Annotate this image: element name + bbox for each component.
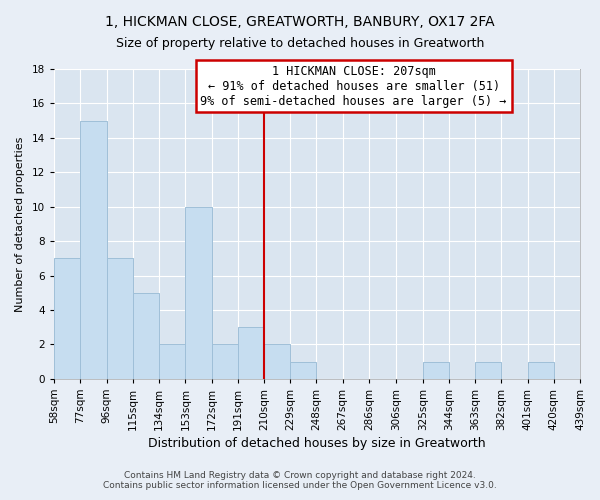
Y-axis label: Number of detached properties: Number of detached properties: [15, 136, 25, 312]
Bar: [54, 258, 80, 379]
Bar: [290, 362, 316, 379]
Text: Size of property relative to detached houses in Greatworth: Size of property relative to detached ho…: [116, 38, 484, 51]
Bar: [422, 362, 449, 379]
Bar: [107, 258, 133, 379]
Bar: [185, 206, 212, 379]
Bar: [212, 344, 238, 379]
Bar: [238, 328, 264, 379]
Bar: [527, 362, 554, 379]
Bar: [264, 344, 290, 379]
Text: 1, HICKMAN CLOSE, GREATWORTH, BANBURY, OX17 2FA: 1, HICKMAN CLOSE, GREATWORTH, BANBURY, O…: [105, 15, 495, 29]
Bar: [80, 120, 107, 379]
Bar: [475, 362, 502, 379]
X-axis label: Distribution of detached houses by size in Greatworth: Distribution of detached houses by size …: [148, 437, 486, 450]
Text: 1 HICKMAN CLOSE: 207sqm
← 91% of detached houses are smaller (51)
9% of semi-det: 1 HICKMAN CLOSE: 207sqm ← 91% of detache…: [200, 64, 507, 108]
Bar: [133, 293, 159, 379]
Bar: [159, 344, 185, 379]
Text: Contains HM Land Registry data © Crown copyright and database right 2024.
Contai: Contains HM Land Registry data © Crown c…: [103, 470, 497, 490]
